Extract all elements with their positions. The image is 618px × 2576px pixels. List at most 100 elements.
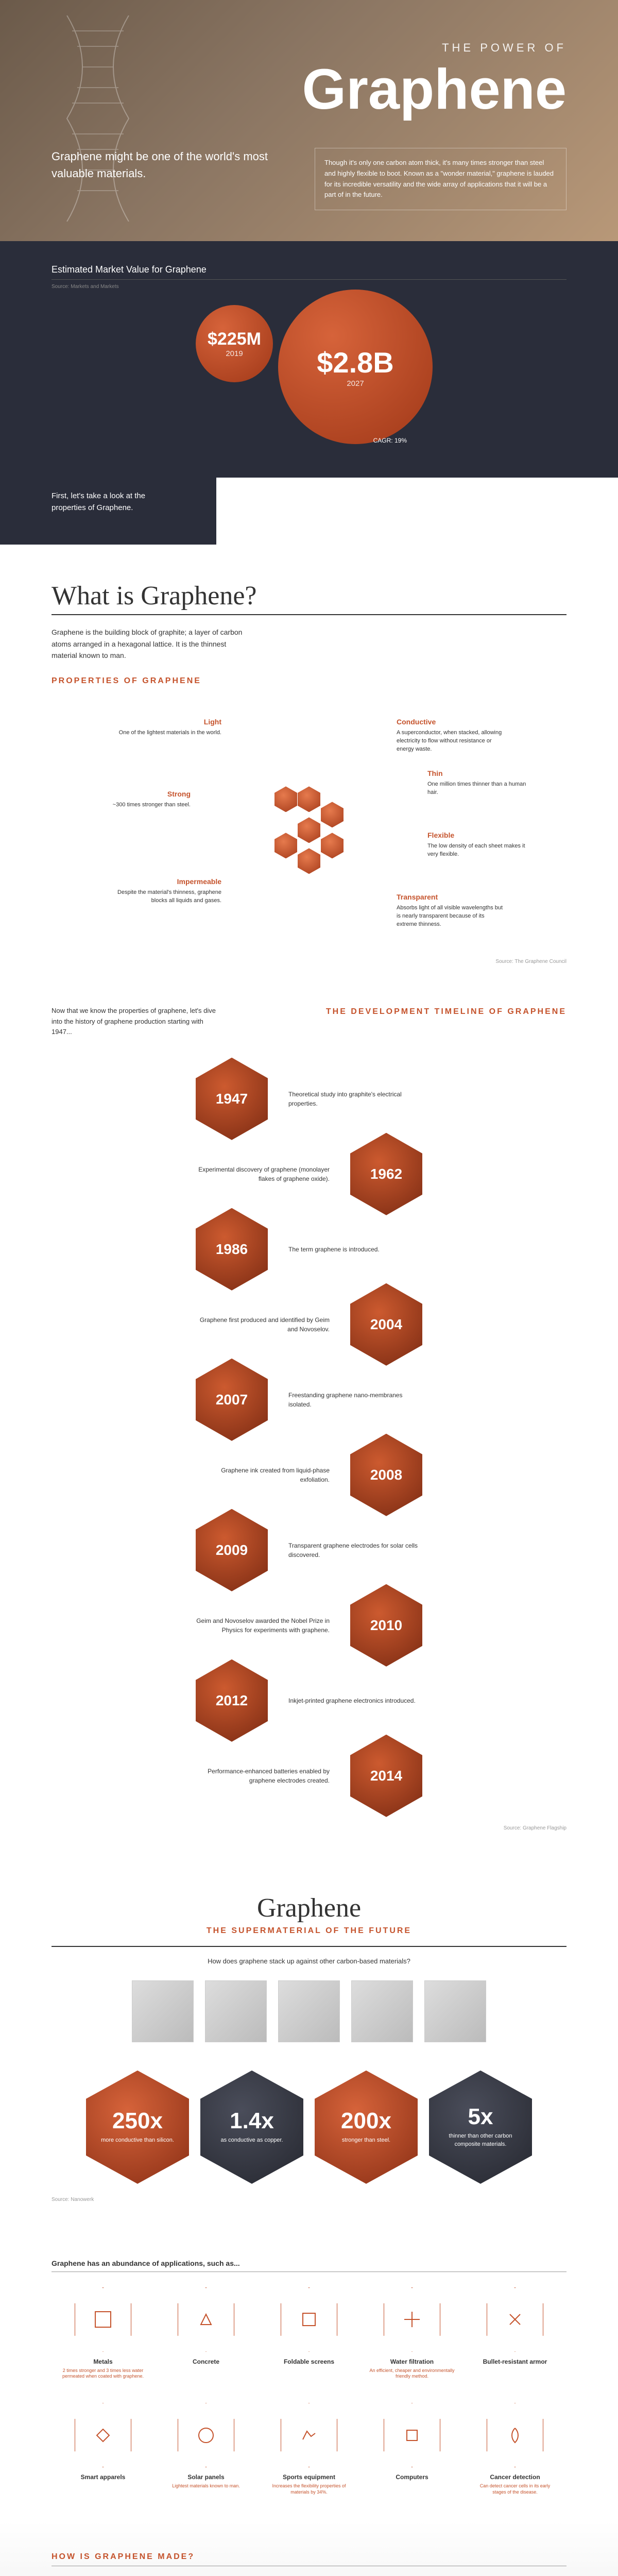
timeline-text: Geim and Novoselov awarded the Nobel Pri… [196,1616,330,1635]
timeline-row: 2007Freestanding graphene nano-membranes… [52,1359,566,1441]
market-label: Estimated Market Value for Graphene [52,264,566,275]
timeline-row: Geim and Novoselov awarded the Nobel Pri… [52,1584,566,1667]
app-hex-icon [384,2287,440,2352]
timeline-year-hex: 2009 [196,1509,268,1591]
stat-hex: 1.4x as conductive as copper. [200,2071,303,2184]
timeline-text: Theoretical study into graphite's electr… [288,1090,422,1108]
timeline-row: Performance-enhanced batteries enabled b… [52,1735,566,1817]
app-note: An efficient, cheaper and environmentall… [370,2368,455,2380]
app-item: Bullet-resistant armor [473,2287,558,2380]
stat-desc: thinner than other carbon composite mate… [439,2132,522,2148]
app-label: Metals [61,2358,146,2365]
app-label: Foldable screens [267,2358,352,2365]
stat-number: 250x [112,2110,163,2132]
app-item: Solar panelsLightest materials known to … [164,2403,249,2495]
timeline-year-hex: 2007 [196,1359,268,1441]
bubble-2027: $2.8B 2027 [278,290,433,444]
supermaterial-section: Graphene THE SUPERMATERIAL OF THE FUTURE… [0,1862,618,2233]
bubble-2027-year: 2027 [347,379,364,388]
what-title: What is Graphene? [52,581,566,611]
market-value-section: Estimated Market Value for Graphene Sour… [0,241,618,478]
app-label: Computers [370,2473,455,2481]
hero-description: Though it's only one carbon atom thick, … [315,148,566,210]
timeline-row: 2012 Inkjet-printed graphene electronics … [52,1659,566,1742]
swatch [351,1980,413,2042]
properties-title: PROPERTIES OF GRAPHENE [52,676,566,686]
hero-section: THE POWER OF Graphene Graphene might be … [0,0,618,241]
app-item: Computers [370,2403,455,2495]
app-hex-icon [178,2287,234,2352]
app-note: Increases the flexibility properties of … [267,2483,352,2495]
timeline-row: Graphene ink created from liquid-phase e… [52,1434,566,1516]
timeline-text: Inkjet-printed graphene electronics intr… [288,1696,422,1705]
what-description: Graphene is the building block of graphi… [52,626,247,661]
timeline-text: Graphene first produced and identified b… [196,1315,330,1334]
app-hex-icon [75,2403,131,2467]
market-source: Source: Markets and Markets [52,284,566,290]
divider [52,614,566,615]
prop-flexible: FlexibleThe low density of each sheet ma… [427,830,536,858]
props-source: Source: The Graphene Council [52,959,566,964]
bubble-2027-value: $2.8B [317,346,393,379]
properties-diagram: LightOne of the lightest materials in th… [52,701,566,959]
prop-thin: ThinOne million times thinner than a hum… [427,768,536,796]
stat-number: 1.4x [230,2110,274,2132]
timeline-row: Experimental discovery of graphene (mono… [52,1133,566,1215]
prop-strong: Strong~300 times stronger than steel. [82,789,191,809]
timeline-year-hex: 2010 [350,1584,422,1667]
timeline-intro: Now that we know the properties of graph… [0,990,618,1047]
bubble-2019-value: $225M [208,329,261,349]
timeline-year-hex: 1962 [350,1133,422,1215]
divider [52,279,566,280]
first-look-text: First, let's take a look at the properti… [0,478,216,545]
timeline-year-hex: 2012 [196,1659,268,1742]
timeline-year-hex: 1986 [196,1208,268,1291]
app-item: Metals 2 times stronger and 3 times less … [61,2287,146,2380]
how-made-section: HOW IS GRAPHENE MADE? Developing a super… [0,2521,618,2576]
prop-transparent: TransparentAbsorbs light of all visible … [397,892,505,928]
app-hex-icon [487,2403,543,2467]
super-question: How does graphene stack up against other… [52,1957,566,1965]
app-item: Water filtrationAn efficient, cheaper an… [370,2287,455,2380]
prop-impermeable: ImpermeableDespite the material's thinne… [113,876,221,905]
app-label: Concrete [164,2358,249,2365]
timeline-year-hex: 2008 [350,1434,422,1516]
howmade-title: HOW IS GRAPHENE MADE? [52,2552,566,2562]
app-label: Bullet-resistant armor [473,2358,558,2365]
timeline-row: 1986The term graphene is introduced. [52,1208,566,1291]
timeline-section: 1947 Theoretical study into graphite's el… [0,1047,618,1862]
app-label: Smart apparels [61,2473,146,2481]
bubble-2019: $225M 2019 [196,305,273,382]
app-label: Cancer detection [473,2473,558,2481]
applications-section: Graphene has an abundance of application… [0,2233,618,2521]
app-item: Concrete [164,2287,249,2380]
app-item: Sports equipmentIncreases the flexibilit… [267,2403,352,2495]
timeline-row: Graphene first produced and identified b… [52,1283,566,1366]
apps-heading: Graphene has an abundance of application… [52,2259,566,2267]
swatch [278,1980,340,2042]
stat-number: 200x [341,2110,391,2132]
stat-desc: as conductive as copper. [220,2137,283,2144]
stat-number: 5x [468,2106,493,2128]
timeline-text: Performance-enhanced batteries enabled b… [196,1767,330,1785]
timeline-text: Experimental discovery of graphene (mono… [196,1165,330,1183]
app-note: 2 times stronger and 3 times less water … [61,2368,146,2380]
cagr-label: CAGR: 19% [373,437,407,444]
timeline-source: Source: Graphene Flagship [52,1825,566,1831]
timeline-text: Transparent graphene electrodes for sola… [288,1541,422,1560]
bubble-2019-year: 2019 [226,349,243,358]
timeline-year-hex: 2004 [350,1283,422,1366]
swatch [424,1980,486,2042]
timeline-year-hex: 2014 [350,1735,422,1817]
app-hex-icon [281,2287,337,2352]
stat-hex: 250xmore conductive than silicon. [86,2071,189,2184]
app-label: Solar panels [164,2473,249,2481]
hero-kicker: THE POWER OF [52,41,566,55]
prop-conductive: ConductiveA superconductor, when stacked… [397,717,505,753]
super-source: Source: Nanowerk [52,2197,566,2202]
timeline-year-hex: 1947 [196,1058,268,1140]
super-title: Graphene [52,1893,566,1923]
app-item: Smart apparels [61,2403,146,2495]
app-note: Can detect cancer cells in its early sta… [473,2483,558,2495]
timeline-row: 2009 Transparent graphene electrodes for … [52,1509,566,1591]
